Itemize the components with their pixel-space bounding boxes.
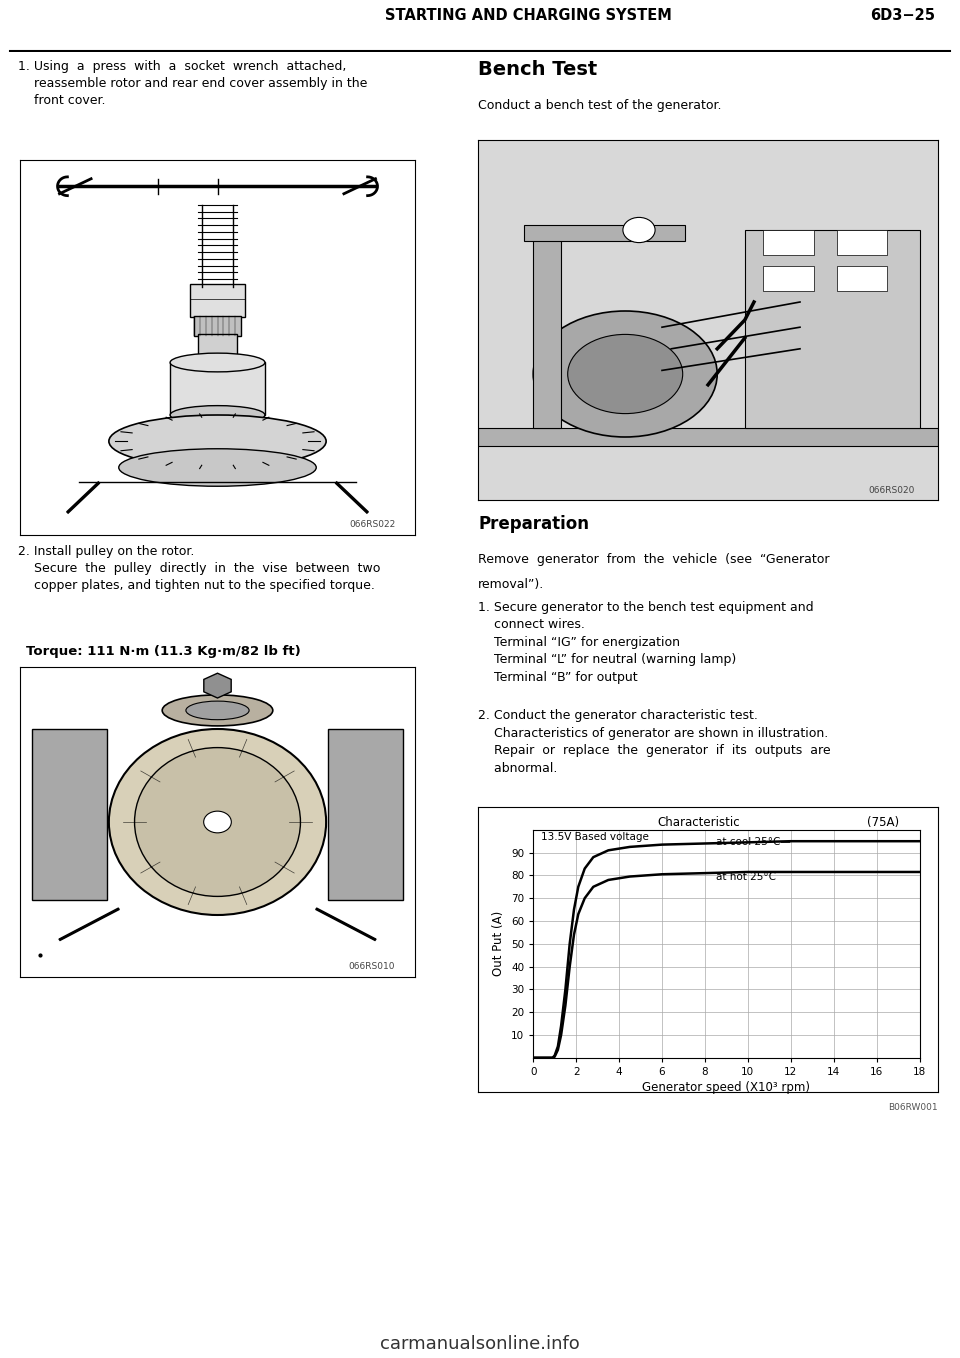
Polygon shape [32, 729, 107, 899]
X-axis label: Generator speed (X10³ rpm): Generator speed (X10³ rpm) [642, 1081, 810, 1095]
Text: 1. Secure generator to the bench test equipment and
    connect wires.
    Termi: 1. Secure generator to the bench test eq… [478, 602, 814, 684]
Text: 066RS022: 066RS022 [349, 520, 396, 530]
Text: 066RS020: 066RS020 [869, 486, 915, 494]
Text: 1. Using  a  press  with  a  socket  wrench  attached,
    reassemble rotor and : 1. Using a press with a socket wrench at… [18, 60, 368, 107]
FancyArrow shape [316, 909, 376, 941]
Bar [763, 230, 814, 255]
Text: 066RS010: 066RS010 [348, 961, 396, 971]
Ellipse shape [170, 406, 265, 424]
Ellipse shape [186, 701, 249, 720]
Text: Torque: 111 N·m (11.3 Kg·m/82 lb ft): Torque: 111 N·m (11.3 Kg·m/82 lb ft) [26, 645, 300, 657]
Text: (75A): (75A) [867, 816, 899, 828]
Text: STARTING AND CHARGING SYSTEM: STARTING AND CHARGING SYSTEM [385, 8, 671, 23]
Bar [745, 230, 920, 428]
Circle shape [623, 217, 655, 243]
Bar [170, 363, 265, 416]
Text: carmanualsonline.info: carmanualsonline.info [380, 1335, 580, 1353]
Text: B06RW001: B06RW001 [888, 1103, 938, 1111]
Text: Preparation: Preparation [478, 515, 589, 532]
Bar [837, 266, 887, 291]
Bar [202, 205, 233, 288]
Text: 13.5V Based voltage: 13.5V Based voltage [540, 832, 649, 842]
Bar [533, 230, 561, 428]
Ellipse shape [170, 353, 265, 372]
Bar [763, 266, 814, 291]
Text: Conduct a bench test of the generator.: Conduct a bench test of the generator. [478, 99, 722, 113]
Text: Remove  generator  from  the  vehicle  (see  “Generator: Remove generator from the vehicle (see “… [478, 553, 829, 566]
Ellipse shape [533, 311, 717, 437]
FancyArrow shape [59, 909, 119, 941]
Text: 6D3−25: 6D3−25 [870, 8, 935, 23]
Ellipse shape [119, 448, 316, 486]
Bar [198, 334, 237, 359]
FancyArrow shape [335, 482, 369, 513]
Bar [190, 284, 245, 318]
Text: Bench Test: Bench Test [478, 60, 597, 79]
Ellipse shape [134, 748, 300, 896]
Bar [194, 315, 241, 337]
Ellipse shape [108, 729, 326, 915]
Ellipse shape [567, 334, 683, 414]
Polygon shape [328, 729, 403, 899]
Text: at hot 25°C: at hot 25°C [715, 872, 776, 881]
Bar [524, 224, 685, 240]
Text: Characteristic: Characteristic [658, 816, 740, 828]
Ellipse shape [162, 695, 273, 727]
Bar [478, 428, 938, 445]
Bar [837, 230, 887, 255]
Text: 2. Conduct the generator characteristic test.
    Characteristics of generator a: 2. Conduct the generator characteristic … [478, 709, 830, 774]
Text: 2. Install pulley on the rotor.
    Secure  the  pulley  directly  in  the  vise: 2. Install pulley on the rotor. Secure t… [18, 545, 380, 592]
Y-axis label: Out Put (A): Out Put (A) [492, 911, 506, 976]
Ellipse shape [108, 416, 326, 467]
FancyArrow shape [66, 482, 100, 513]
Text: removal”).: removal”). [478, 577, 544, 591]
Ellipse shape [194, 357, 241, 372]
Text: at cool 25°C—: at cool 25°C— [715, 838, 790, 847]
Circle shape [204, 811, 231, 832]
